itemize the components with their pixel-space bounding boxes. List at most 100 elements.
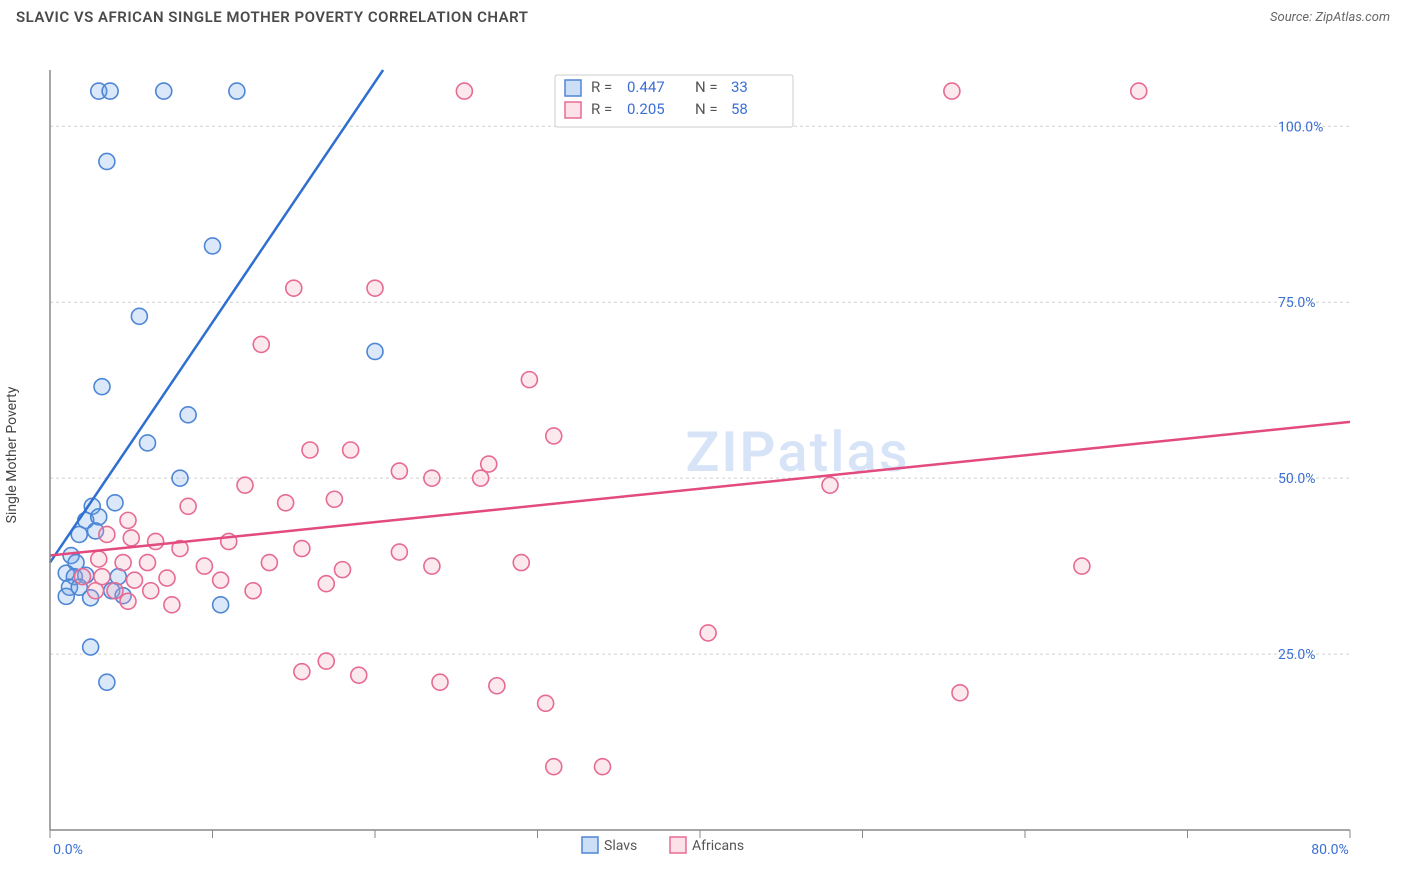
scatter-chart-svg: 25.0% 50.0% 75.0% 100.0% ZIPatlas 0.0% 80.0% R … xyxy=(0,30,1406,880)
data-point xyxy=(94,379,110,395)
chart-source: Source: ZipAtlas.com xyxy=(1270,10,1390,25)
data-point xyxy=(140,555,156,571)
svg-text:75.0%: 75.0% xyxy=(1278,295,1316,311)
data-point xyxy=(196,558,212,574)
trend-line xyxy=(50,70,383,563)
data-point xyxy=(1131,83,1147,99)
data-point xyxy=(253,336,269,352)
data-point xyxy=(127,572,143,588)
data-point xyxy=(489,678,505,694)
watermark: ZIPatlas xyxy=(685,419,909,485)
svg-text:25.0%: 25.0% xyxy=(1278,647,1316,663)
data-point xyxy=(131,308,147,324)
data-point xyxy=(367,280,383,296)
data-point xyxy=(302,442,318,458)
data-point xyxy=(391,463,407,479)
svg-text:0.0%: 0.0% xyxy=(53,842,83,858)
data-point xyxy=(326,491,342,507)
data-point xyxy=(278,495,294,511)
data-point xyxy=(83,639,99,655)
legend-n-value: 33 xyxy=(731,78,748,96)
data-point xyxy=(237,477,253,493)
data-point xyxy=(318,653,334,669)
data-point xyxy=(424,470,440,486)
chart-area: Single Mother Poverty 25.0% 50.0% 75.0% 100… xyxy=(0,30,1406,880)
data-point xyxy=(521,372,537,388)
data-point xyxy=(164,597,180,613)
legend-swatch xyxy=(565,102,581,118)
data-point xyxy=(120,512,136,528)
data-point xyxy=(944,83,960,99)
legend-r-label: R = xyxy=(591,100,612,118)
chart-header: SLAVIC VS AFRICAN SINGLE MOTHER POVERTY … xyxy=(0,0,1406,30)
data-point xyxy=(143,583,159,599)
data-point xyxy=(351,667,367,683)
data-point xyxy=(367,343,383,359)
data-point xyxy=(261,555,277,571)
data-point xyxy=(294,664,310,680)
legend-swatch xyxy=(582,837,598,853)
data-point xyxy=(245,583,261,599)
data-point xyxy=(205,238,221,254)
chart-title: SLAVIC VS AFRICAN SINGLE MOTHER POVERTY … xyxy=(16,8,528,26)
legend-r-value: 0.205 xyxy=(627,100,665,118)
data-point xyxy=(456,83,472,99)
data-point xyxy=(294,541,310,557)
data-point xyxy=(159,570,175,586)
data-point xyxy=(513,555,529,571)
legend-n-label: N = xyxy=(695,100,718,118)
legend-swatch xyxy=(565,80,581,96)
data-point xyxy=(213,572,229,588)
data-point xyxy=(172,470,188,486)
legend-swatch xyxy=(670,837,686,853)
data-point xyxy=(481,456,497,472)
data-point xyxy=(99,153,115,169)
data-point xyxy=(538,695,554,711)
data-point xyxy=(88,583,104,599)
data-point xyxy=(58,588,74,604)
legend-series-label: Slavs xyxy=(604,838,637,854)
data-point xyxy=(1074,558,1090,574)
y-axis-label: Single Mother Poverty xyxy=(4,387,20,524)
legend-n-value: 58 xyxy=(731,100,748,118)
legend-r-value: 0.447 xyxy=(627,78,665,96)
svg-text:50.0%: 50.0% xyxy=(1278,471,1316,487)
source-label: Source: xyxy=(1270,10,1312,25)
svg-text:80.0%: 80.0% xyxy=(1311,842,1349,858)
svg-text:100.0%: 100.0% xyxy=(1278,119,1323,135)
data-point xyxy=(318,576,334,592)
data-point xyxy=(180,498,196,514)
data-point xyxy=(107,583,123,599)
data-point xyxy=(102,83,118,99)
data-point xyxy=(120,593,136,609)
data-point xyxy=(391,544,407,560)
data-point xyxy=(107,495,123,511)
series-legend: Slavs Africans xyxy=(582,837,744,854)
data-point xyxy=(115,555,131,571)
source-link[interactable]: ZipAtlas.com xyxy=(1315,10,1390,25)
data-point xyxy=(343,442,359,458)
data-point xyxy=(99,674,115,690)
data-point xyxy=(822,477,838,493)
data-point xyxy=(473,470,489,486)
data-point xyxy=(140,435,156,451)
legend-series-label: Africans xyxy=(692,838,744,854)
data-point xyxy=(546,759,562,775)
data-point xyxy=(700,625,716,641)
data-point xyxy=(99,526,115,542)
data-point xyxy=(595,759,611,775)
data-point xyxy=(180,407,196,423)
data-point xyxy=(286,280,302,296)
data-point xyxy=(123,530,139,546)
data-point xyxy=(91,551,107,567)
data-point xyxy=(229,83,245,99)
legend-n-label: N = xyxy=(695,78,718,96)
data-point xyxy=(213,597,229,613)
legend-r-label: R = xyxy=(591,78,612,96)
data-point xyxy=(546,428,562,444)
data-point xyxy=(75,569,91,585)
data-point xyxy=(952,685,968,701)
data-point xyxy=(432,674,448,690)
data-point xyxy=(148,533,164,549)
data-point xyxy=(156,83,172,99)
